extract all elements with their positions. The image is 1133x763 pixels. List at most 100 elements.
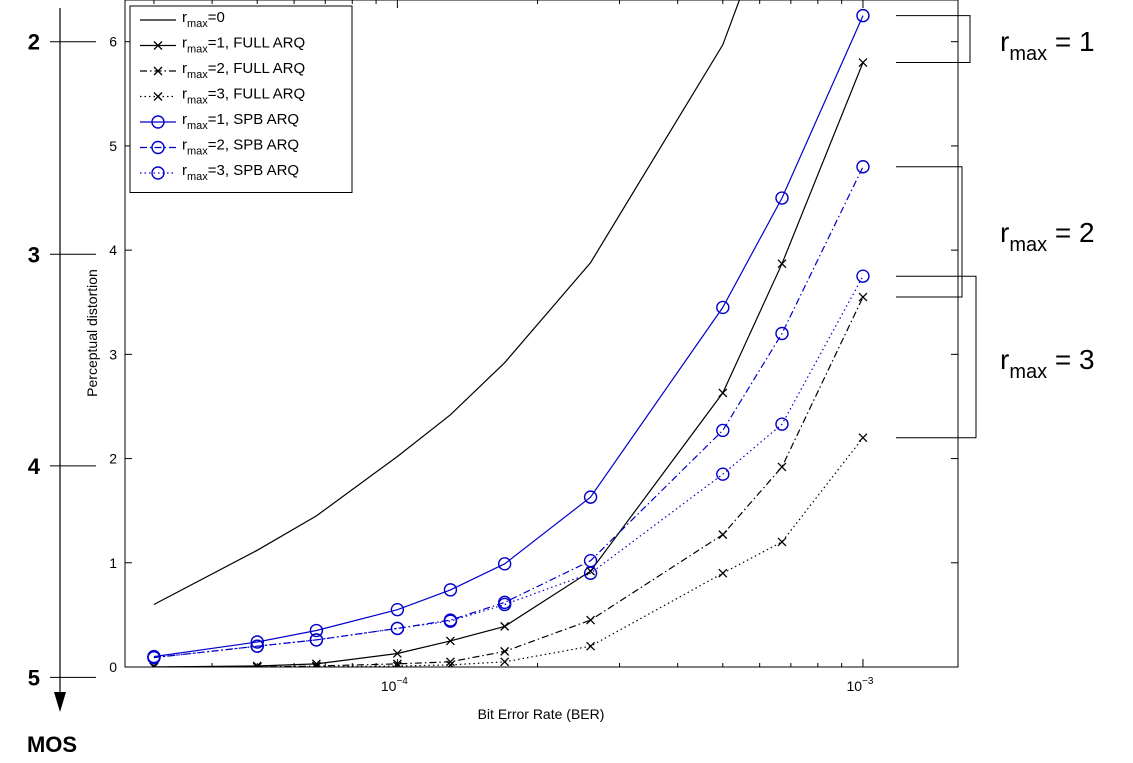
annotation-bracket-3: rmax = 3: [896, 275, 1095, 439]
annotation-bracket-1: rmax = 1: [896, 15, 1095, 65]
data-point-circle: [716, 423, 730, 438]
data-point-x: [149, 662, 159, 667]
data-point-x: [777, 462, 787, 472]
mos-axis-arrow: [54, 692, 66, 712]
data-point-x: [252, 661, 262, 667]
annotations: rmax = 1 rmax = 2 rmax = 3: [896, 15, 1095, 439]
y-tick-label: 3: [109, 346, 117, 362]
y-tick-label: 0: [109, 659, 117, 675]
data-point-x: [500, 621, 510, 631]
data-point-x: [777, 259, 787, 269]
axes: 0 1 2 3 4 5 6 10−4 10−3: [109, 0, 958, 694]
annotation-bracket-2: rmax = 2: [896, 166, 1095, 298]
legend-marker-circle: [151, 140, 165, 155]
series-line: [153, 62, 864, 667]
series-6: [147, 269, 870, 665]
data-point-circle: [775, 326, 789, 341]
y-axis-label: Perceptual distortion: [84, 269, 100, 397]
legend-label: rmax=1, FULL ARQ: [182, 35, 305, 56]
data-point-x: [586, 615, 596, 625]
data-point-circle: [775, 417, 789, 431]
mos-tick-label: 5: [28, 665, 40, 690]
data-point-x: [392, 648, 402, 658]
data-point-circle: [716, 467, 730, 481]
data-point-x: [500, 657, 510, 667]
data-point-x: [858, 58, 868, 67]
data-point-circle: [497, 557, 512, 571]
mos-tick-label: 2: [28, 30, 40, 55]
data-point-x: [718, 568, 728, 578]
legend-label: rmax=1, SPB ARQ: [182, 111, 299, 132]
data-point-circle: [443, 583, 458, 597]
bracket-line: [896, 275, 977, 439]
data-point-x: [777, 537, 787, 547]
data-point-x: [858, 433, 868, 443]
data-point-circle: [309, 623, 324, 638]
legend-marker-x: [153, 92, 163, 101]
y-tick-label: 5: [109, 138, 117, 154]
legend-box: [129, 5, 353, 193]
mos-tick-label: 4: [28, 454, 41, 479]
data-point-circle: [390, 602, 405, 617]
data-point-circle: [856, 269, 870, 283]
data-point-circle: [583, 566, 598, 580]
legend-marker-circle: [151, 166, 165, 180]
data-point-x: [718, 530, 728, 540]
annotation-label: rmax = 3: [1000, 344, 1095, 383]
y-tick-label: 2: [109, 451, 117, 467]
data-point-circle: [147, 650, 161, 665]
data-point-x: [586, 641, 596, 651]
data-point-x: [252, 662, 262, 667]
series-layer: [147, 0, 870, 667]
legend-label: rmax=2, FULL ARQ: [182, 60, 305, 81]
y-tick-label: 1: [109, 555, 117, 571]
series-line: [153, 0, 741, 606]
data-point-x: [392, 661, 402, 667]
legend-marker-circle: [151, 115, 165, 129]
y-tick-label: 4: [109, 242, 117, 258]
series-line: [153, 15, 864, 658]
y-tick-label: 6: [109, 34, 117, 50]
data-point-circle: [443, 614, 458, 628]
mos-axis-label: MOS: [27, 732, 77, 757]
data-point-circle: [250, 635, 264, 649]
data-point-circle: [716, 300, 730, 315]
data-point-circle: [497, 597, 512, 612]
data-point-circle: [856, 160, 870, 174]
x-tick-label: 10−4: [381, 676, 408, 694]
bracket-line: [896, 166, 963, 298]
mos-tick-label: 3: [28, 242, 40, 267]
series-3: [149, 433, 868, 667]
data-point-x: [445, 636, 455, 646]
data-point-x: [445, 660, 455, 667]
data-point-circle: [309, 633, 324, 647]
data-point-x: [311, 662, 321, 667]
data-point-circle: [390, 621, 405, 636]
series-4: [147, 8, 870, 664]
annotation-label: rmax = 2: [1000, 217, 1095, 256]
legend-label: rmax=0: [182, 9, 225, 30]
legend-marker-x: [153, 41, 163, 50]
series-line: [153, 166, 864, 659]
data-point-x: [858, 292, 868, 302]
x-tick-label: 10−3: [846, 676, 873, 694]
bracket-line: [896, 15, 971, 63]
data-point-x: [392, 659, 402, 667]
x-axis-label: Bit Error Rate (BER): [478, 706, 605, 722]
data-point-x: [311, 661, 321, 667]
legend: rmax=0 rmax=1, FULL ARQ rmax=2, FULL ARQ rm…: [129, 5, 353, 193]
data-point-circle: [856, 8, 870, 23]
data-point-circle: [775, 191, 789, 205]
data-point-circle: [583, 490, 598, 504]
data-point-x: [718, 388, 728, 398]
data-point-circle: [250, 639, 264, 653]
series-line: [153, 296, 864, 667]
annotation-label: rmax = 1: [1000, 26, 1095, 65]
legend-label: rmax=3, SPB ARQ: [182, 162, 299, 183]
data-point-x: [500, 646, 510, 656]
legend-label: rmax=3, FULL ARQ: [182, 86, 305, 107]
legend-marker-x: [153, 66, 163, 76]
legend-label: rmax=2, SPB ARQ: [182, 137, 299, 158]
